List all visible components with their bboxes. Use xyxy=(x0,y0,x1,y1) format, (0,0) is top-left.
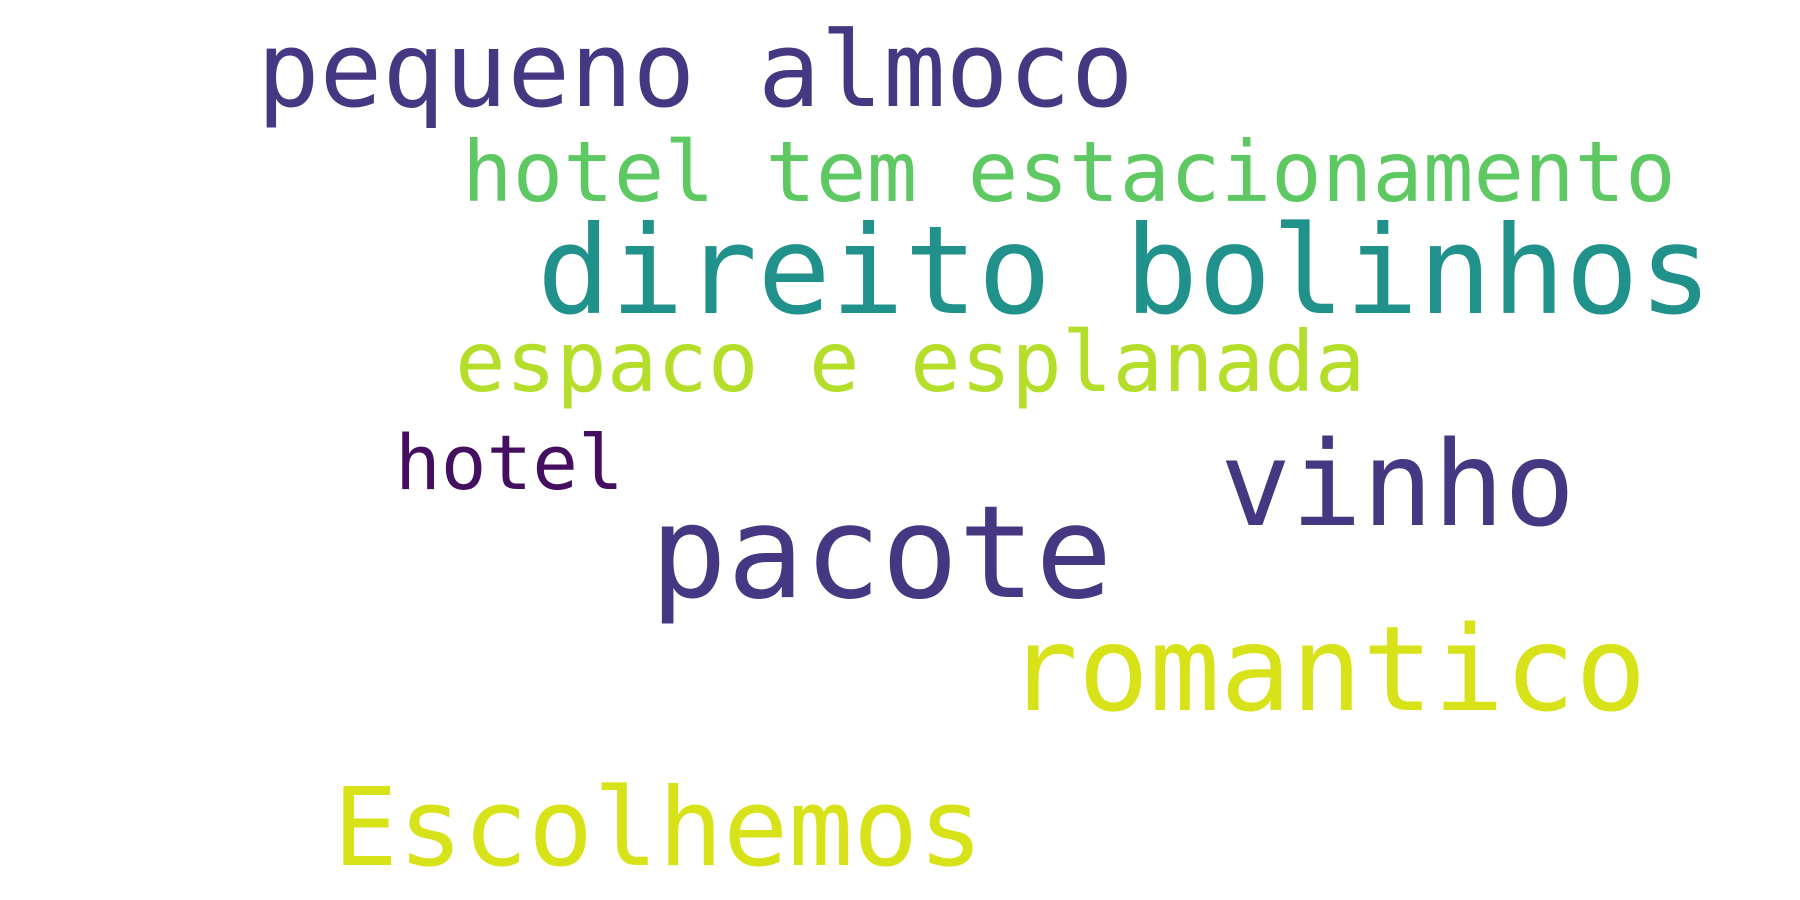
word-direito-bolinhos: direito bolinhos xyxy=(537,200,1713,342)
word-vinho: vinho xyxy=(1220,415,1576,553)
word-hotel: hotel xyxy=(395,418,624,507)
word-pequeno-almoco: pequeno almoco xyxy=(257,9,1134,131)
word-romantico: romantico xyxy=(1007,600,1647,738)
word-escolhemos: Escolhemos xyxy=(333,766,984,891)
word-espaco-e-esplanada: espaco e esplanada xyxy=(455,313,1366,411)
word-pacote: pacote xyxy=(650,479,1113,628)
word-hotel-tem-estacionamento: hotel tem estacionamento xyxy=(462,123,1676,221)
